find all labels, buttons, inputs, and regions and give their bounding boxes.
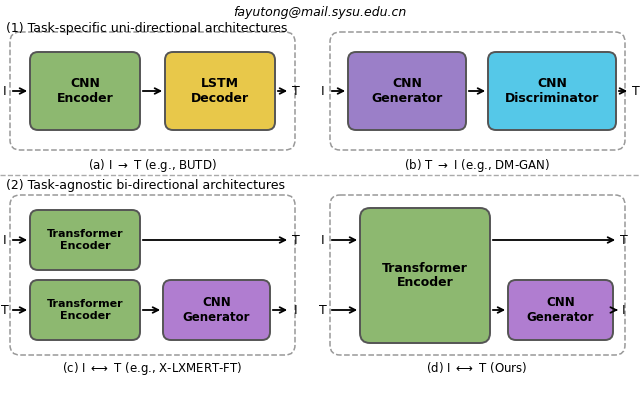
Text: LSTM
Decoder: LSTM Decoder: [191, 77, 249, 105]
Text: (a) I $\rightarrow$ T (e.g., BUTD): (a) I $\rightarrow$ T (e.g., BUTD): [88, 157, 216, 174]
Text: T: T: [632, 84, 640, 97]
Text: Transformer
Encoder: Transformer Encoder: [47, 229, 124, 251]
Text: I: I: [3, 234, 7, 247]
FancyBboxPatch shape: [348, 52, 466, 130]
Text: CNN
Generator: CNN Generator: [183, 296, 250, 324]
FancyBboxPatch shape: [165, 52, 275, 130]
Text: T: T: [620, 234, 628, 247]
Text: (2) Task-agnostic bi-directional architectures: (2) Task-agnostic bi-directional archite…: [6, 179, 285, 192]
Text: CNN
Generator: CNN Generator: [371, 77, 443, 105]
FancyBboxPatch shape: [163, 280, 270, 340]
Text: I: I: [3, 84, 7, 97]
Text: (c) I $\longleftrightarrow$ T (e.g., X-LXMERT-FT): (c) I $\longleftrightarrow$ T (e.g., X-L…: [62, 360, 242, 377]
Text: I: I: [622, 303, 626, 316]
FancyBboxPatch shape: [30, 210, 140, 270]
Text: I: I: [321, 84, 325, 97]
Text: T: T: [1, 303, 9, 316]
Text: I: I: [294, 303, 298, 316]
FancyBboxPatch shape: [488, 52, 616, 130]
Text: I: I: [321, 234, 325, 247]
Text: fayutong@mail.sysu.edu.cn: fayutong@mail.sysu.edu.cn: [234, 6, 406, 19]
Text: CNN
Generator: CNN Generator: [527, 296, 595, 324]
FancyBboxPatch shape: [30, 52, 140, 130]
Text: Transformer
Encoder: Transformer Encoder: [382, 262, 468, 290]
Text: (d) I $\longleftrightarrow$ T (Ours): (d) I $\longleftrightarrow$ T (Ours): [426, 360, 528, 375]
FancyBboxPatch shape: [360, 208, 490, 343]
Text: Transformer
Encoder: Transformer Encoder: [47, 299, 124, 321]
Text: T: T: [319, 303, 327, 316]
Text: T: T: [292, 84, 300, 97]
Text: CNN
Encoder: CNN Encoder: [56, 77, 113, 105]
FancyBboxPatch shape: [508, 280, 613, 340]
FancyBboxPatch shape: [30, 280, 140, 340]
Text: CNN
Discriminator: CNN Discriminator: [505, 77, 599, 105]
Text: (1) Task-specific uni-directional architectures: (1) Task-specific uni-directional archit…: [6, 22, 287, 35]
Text: (b) T $\rightarrow$ I (e.g., DM-GAN): (b) T $\rightarrow$ I (e.g., DM-GAN): [404, 157, 550, 174]
Text: T: T: [292, 234, 300, 247]
